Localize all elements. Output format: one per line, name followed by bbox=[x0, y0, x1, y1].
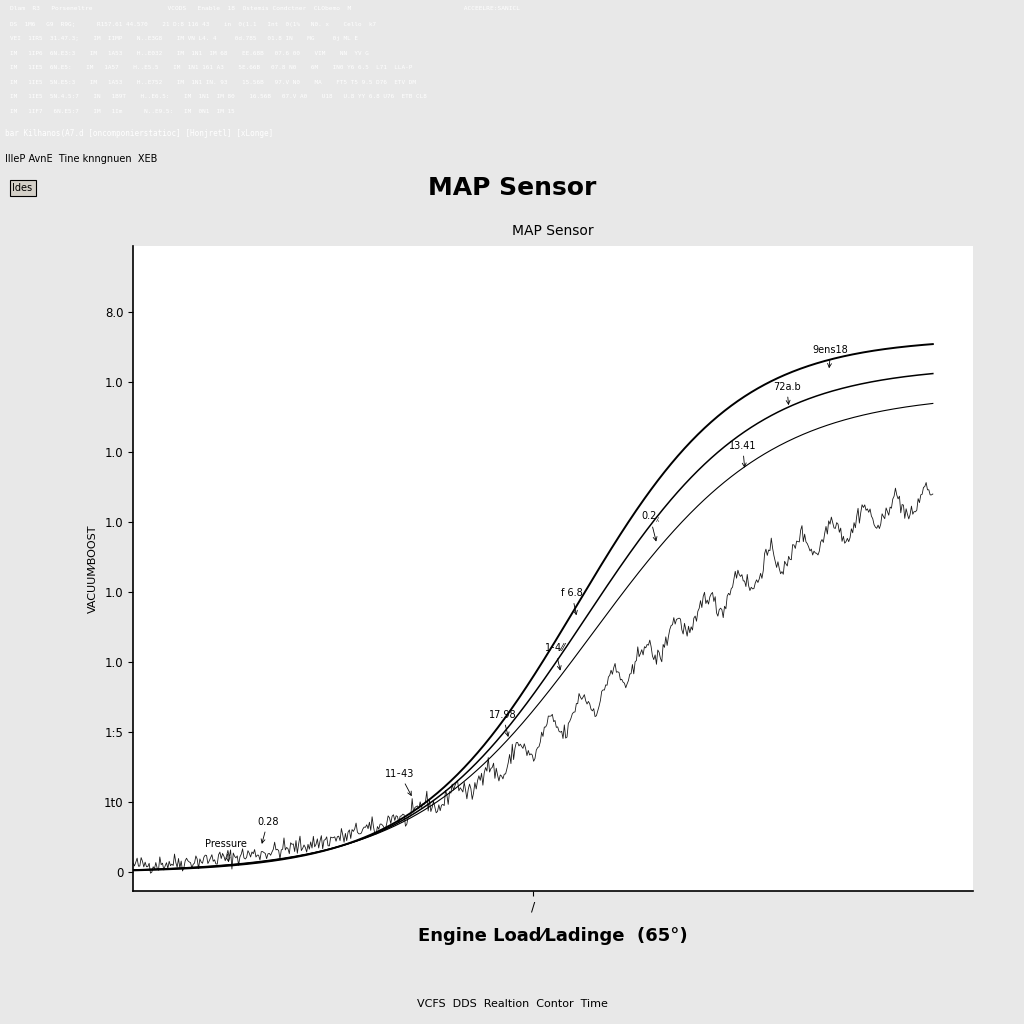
Text: IM   1IF7   6N.E5:7    IM   1Im      N..E9.5:   IM  0N1  IM 15: IM 1IF7 6N.E5:7 IM 1Im N..E9.5: IM 0N1 I… bbox=[10, 109, 234, 114]
Text: IM   1IE5  6N.E5:    IM   1A57    H..E5.5    IM  1N1 161 A3    5E.66B   07.8 N0 : IM 1IE5 6N.E5: IM 1A57 H..E5.5 IM 1N1 16… bbox=[10, 66, 413, 71]
Text: VCFS  DDS  Realtion  Contor  Time: VCFS DDS Realtion Contor Time bbox=[417, 998, 607, 1009]
Text: 72a.b: 72a.b bbox=[773, 382, 801, 404]
Text: f 6.8: f 6.8 bbox=[561, 588, 583, 614]
Title: MAP Sensor: MAP Sensor bbox=[512, 223, 594, 238]
Text: DS  1M6   G9  R9G;      R157.61 44.570    21 D:8 116 43    in  0(1.1   Int  0(1%: DS 1M6 G9 R9G; R157.61 44.570 21 D:8 116… bbox=[10, 22, 377, 27]
Y-axis label: VACUUM⁄BOOST: VACUUM⁄BOOST bbox=[88, 524, 98, 612]
Text: 0.2⁁: 0.2⁁ bbox=[641, 511, 658, 541]
Text: 9ens18: 9ens18 bbox=[813, 345, 849, 368]
Text: Ides: Ides bbox=[12, 183, 33, 194]
X-axis label: Engine Load⁄Ladinge  (65°): Engine Load⁄Ladinge (65°) bbox=[418, 928, 688, 945]
Text: bar Kilhanos(A7.d [oncomponierstatioc] [Honjretl] [xLonge]: bar Kilhanos(A7.d [oncomponierstatioc] [… bbox=[5, 129, 273, 137]
Text: IM   1IE5  5N.4.5:7    IN   1B9T    H..E6.5:    IM  1N1  IM 80    16.56B   07.V : IM 1IE5 5N.4.5:7 IN 1B9T H..E6.5: IM 1N1… bbox=[10, 94, 427, 99]
Text: IM   1IE5  5N.E5:3    IM   1A53    H..E752    IM  1N1 IN. 93    15.56B   97.V N0: IM 1IE5 5N.E5:3 IM 1A53 H..E752 IM 1N1 I… bbox=[10, 80, 416, 85]
Text: 13.41: 13.41 bbox=[729, 440, 757, 467]
Text: 17.98: 17.98 bbox=[489, 710, 517, 736]
Text: MAP Sensor: MAP Sensor bbox=[428, 176, 596, 201]
Text: IM   1IP6  6N.E3:3    IM   1A53    H..E032    IM  1N1  IM 68    EE.68B   07.6 00: IM 1IP6 6N.E3:3 IM 1A53 H..E032 IM 1N1 I… bbox=[10, 51, 369, 55]
Text: VEI  1IR5  31.47.3;    IM  IIMP    N..E3G8    IM VN L4. 4     0d.785   01.8 IN  : VEI 1IR5 31.47.3; IM IIMP N..E3G8 IM VN … bbox=[10, 36, 358, 41]
Text: 1⁃4⁄⁄: 1⁃4⁄⁄ bbox=[545, 643, 565, 670]
Text: IlleP AvnE  Tine knngnuen  XEB: IlleP AvnE Tine knngnuen XEB bbox=[5, 154, 158, 164]
Text: 0.28: 0.28 bbox=[257, 816, 279, 843]
Text: 11⁃43: 11⁃43 bbox=[385, 769, 415, 796]
Text: Dlam  R3   Porseneltre                    VCODS   Enable  18  Ostemis Condctner : Dlam R3 Porseneltre VCODS Enable 18 Oste… bbox=[10, 6, 520, 11]
Text: Pressure: Pressure bbox=[205, 839, 247, 861]
